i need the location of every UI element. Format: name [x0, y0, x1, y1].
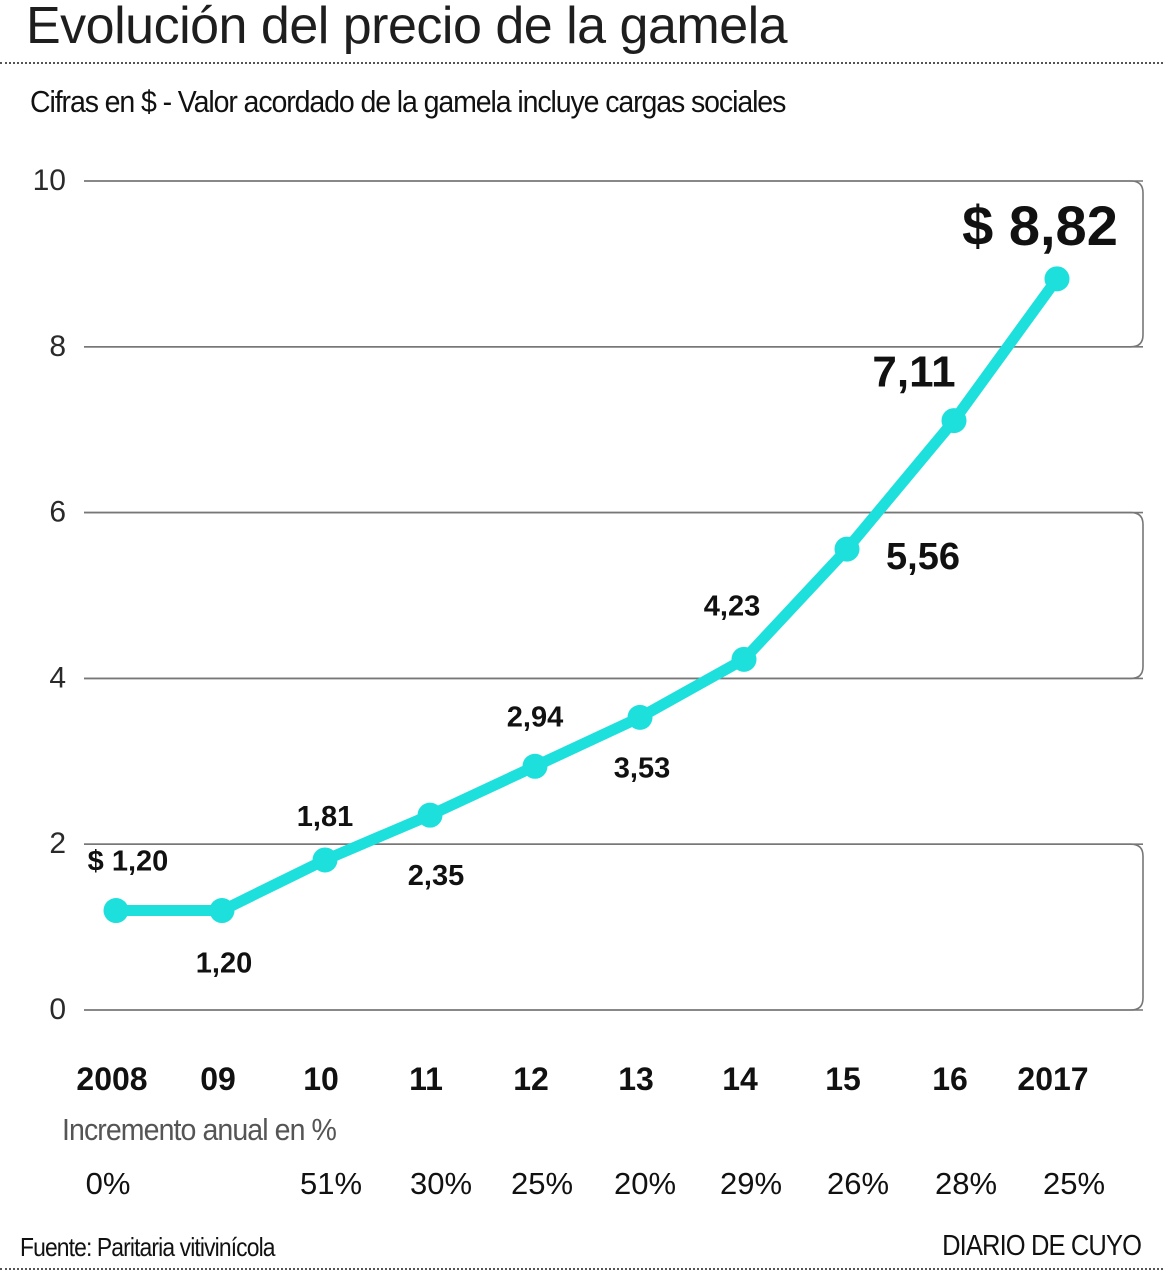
- data-label: 1,81: [297, 801, 353, 833]
- band-group: [84, 180, 1144, 1011]
- data-label: 4,23: [704, 590, 760, 622]
- data-labels: $ 1,20 1,20 1,81 2,35 2,94 3,53 4,23 5,56 7,11 $ …: [88, 194, 1118, 980]
- x-category-label: 09: [200, 1061, 236, 1097]
- data-label: $ 8,82: [962, 194, 1118, 257]
- annual-increase-value: 25%: [1043, 1166, 1105, 1201]
- series-line-group: [110, 273, 1063, 917]
- data-label: 2,35: [408, 860, 464, 892]
- x-category-label: 13: [618, 1061, 654, 1097]
- chart-subtitle: Cifras en $ - Valor acordado de la gamel…: [30, 84, 786, 119]
- gridlines: [84, 180, 1143, 1011]
- top-divider: [0, 62, 1163, 64]
- y-tick-label: 2: [49, 827, 66, 860]
- annual-increase-value: 26%: [827, 1166, 889, 1201]
- x-category-label: 15: [825, 1061, 861, 1097]
- y-tick-label: 4: [49, 661, 66, 694]
- annual-increase-value: 28%: [935, 1166, 997, 1201]
- annual-increase-value: 29%: [720, 1166, 782, 1201]
- annual-increase-value: 0%: [86, 1166, 131, 1201]
- data-label: 7,11: [872, 348, 955, 397]
- series-line: [110, 273, 1063, 917]
- chart-title: Evolución del precio de la gamela: [26, 0, 788, 55]
- bottom-divider: [0, 1268, 1163, 1270]
- x-axis-categories: 2008 09 10 11 12 13 14 15 16 2017: [76, 1061, 1088, 1097]
- data-label: 2,94: [507, 701, 563, 733]
- x-category-label: 10: [303, 1061, 339, 1097]
- data-point: [941, 408, 967, 434]
- data-label: 5,56: [886, 536, 960, 578]
- x-category-label: 12: [513, 1061, 549, 1097]
- brand-name: DIARIO DE CUYO: [942, 1230, 1142, 1262]
- y-tick-label: 10: [33, 164, 66, 197]
- data-point: [312, 847, 338, 873]
- x-category-label: 11: [409, 1061, 443, 1097]
- annual-increase-values: 0% 51% 30% 25% 20% 29% 26% 28% 25%: [86, 1166, 1105, 1201]
- data-label: 3,53: [614, 752, 670, 784]
- data-label: 1,20: [196, 948, 252, 980]
- data-label: $ 1,20: [88, 846, 169, 878]
- data-point: [522, 753, 548, 779]
- data-point: [1044, 266, 1070, 292]
- band-box: [84, 511, 1144, 680]
- data-point: [627, 704, 653, 730]
- annual-increase-value: 51%: [300, 1166, 362, 1201]
- annual-increase-value: 25%: [511, 1166, 573, 1201]
- x-category-label: 2017: [1017, 1061, 1088, 1097]
- annual-increase-value: 30%: [410, 1166, 472, 1201]
- data-point: [834, 536, 860, 562]
- y-tick-label: 0: [49, 993, 66, 1026]
- annual-increase-value: 20%: [614, 1166, 676, 1201]
- data-point: [731, 646, 757, 672]
- data-points: [103, 266, 1070, 924]
- annual-increase-title: Incremento anual en %: [62, 1112, 337, 1147]
- y-tick-label: 6: [49, 496, 66, 529]
- data-point: [209, 898, 235, 924]
- data-point: [417, 802, 443, 828]
- y-tick-label: 8: [49, 330, 66, 363]
- band-box: [84, 843, 1144, 1011]
- x-category-label: 16: [932, 1061, 968, 1097]
- x-category-label: 14: [722, 1061, 758, 1097]
- source-note: Fuente: Paritaria vitivinícola: [20, 1232, 276, 1262]
- data-point: [103, 898, 129, 924]
- x-category-label: 2008: [76, 1061, 147, 1097]
- y-axis-ticks: 0 2 4 6 8 10: [33, 164, 66, 1026]
